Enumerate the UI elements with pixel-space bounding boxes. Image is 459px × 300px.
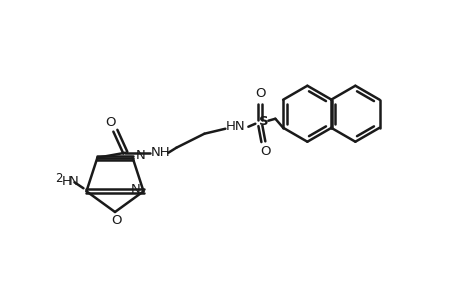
Text: H: H	[62, 175, 71, 188]
Text: N: N	[68, 175, 78, 188]
Text: S: S	[258, 115, 268, 128]
Text: 2: 2	[55, 172, 62, 185]
Text: N: N	[130, 183, 140, 196]
Text: O: O	[259, 145, 270, 158]
Text: N: N	[135, 149, 145, 162]
Text: HN: HN	[225, 120, 245, 133]
Text: O: O	[112, 214, 122, 226]
Text: NH: NH	[150, 146, 170, 159]
Text: O: O	[255, 87, 265, 100]
Text: O: O	[105, 116, 115, 129]
